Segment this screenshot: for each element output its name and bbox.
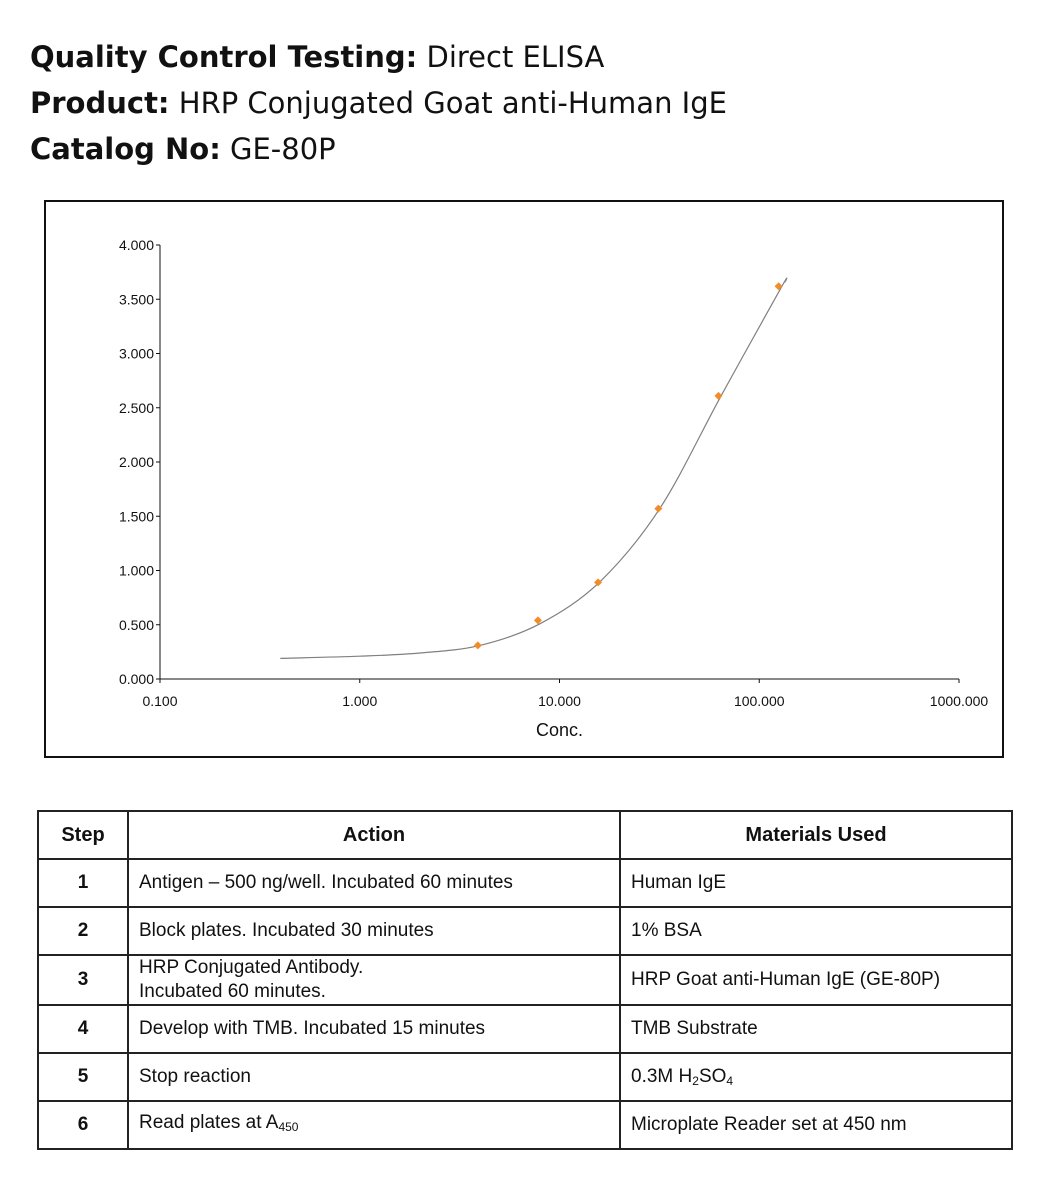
data-point	[594, 578, 603, 587]
catalog-line: Catalog No: GE-80P	[30, 126, 727, 172]
step-action: Antigen – 500 ng/well. Incubated 60 minu…	[127, 858, 621, 908]
procedure-table: Step Action Materials Used 1 Antigen – 5…	[37, 810, 1013, 1150]
step-number: 6	[37, 1100, 129, 1150]
action-subscript: 450	[278, 1120, 299, 1134]
step-action: HRP Conjugated Antibody. Incubated 60 mi…	[127, 954, 621, 1006]
y-tick-label: 3.500	[119, 291, 154, 307]
step-number: 3	[37, 954, 129, 1006]
table-header-row: Step Action Materials Used	[37, 810, 1013, 860]
material-text: 0.3M H	[631, 1066, 693, 1087]
report-header: Quality Control Testing: Direct ELISA Pr…	[30, 34, 727, 172]
x-axis-title: Conc.	[536, 720, 583, 740]
catalog-value: GE-80P	[230, 132, 336, 166]
step-material: HRP Goat anti-Human IgE (GE-80P)	[619, 954, 1013, 1006]
y-tick-label: 1.000	[119, 563, 154, 579]
step-material: Microplate Reader set at 450 nm	[619, 1100, 1013, 1150]
step-action: Stop reaction	[127, 1052, 621, 1102]
catalog-label: Catalog No:	[30, 132, 221, 166]
step-action-line-2: Incubated 60 minutes.	[139, 981, 326, 1002]
y-tick-label: 4.000	[119, 237, 154, 253]
test-type-line: Quality Control Testing: Direct ELISA	[30, 34, 727, 80]
step-material: Human IgE	[619, 858, 1013, 908]
action-text: Read plates at A	[139, 1112, 279, 1133]
data-point	[654, 504, 663, 513]
y-tick-label: 0.500	[119, 617, 154, 633]
x-tick-label: 100.000	[734, 693, 785, 709]
elisa-curve-chart: 0.000 0.500 1.000 1.500 2.000 2.500 3.000 3.500…	[119, 237, 989, 740]
table-row: 2 Block plates. Incubated 30 minutes 1% …	[37, 906, 1013, 956]
col-header-action: Action	[127, 810, 621, 860]
x-tick-label: 0.100	[142, 693, 177, 709]
table-row: 1 Antigen – 500 ng/well. Incubated 60 mi…	[37, 858, 1013, 908]
step-material: 0.3M H2SO4	[619, 1052, 1013, 1102]
data-point	[774, 282, 783, 291]
y-tick-label: 3.000	[119, 346, 154, 362]
step-action: Develop with TMB. Incubated 15 minutes	[127, 1004, 621, 1054]
step-number: 1	[37, 858, 129, 908]
y-tick-label: 2.500	[119, 400, 154, 416]
test-type-label: Quality Control Testing:	[30, 40, 418, 74]
col-header-step: Step	[37, 810, 129, 860]
step-material: 1% BSA	[619, 906, 1013, 956]
material-text-mid: SO	[698, 1066, 727, 1087]
y-tick-label: 0.000	[119, 671, 154, 687]
chart-frame: 0.000 0.500 1.000 1.500 2.000 2.500 3.000 3.500…	[44, 200, 1004, 758]
material-subscript: 4	[726, 1074, 734, 1088]
material-subscript: 2	[692, 1074, 699, 1088]
data-point	[473, 641, 482, 650]
data-point	[714, 391, 723, 400]
data-point	[533, 616, 542, 625]
table-row: 6 Read plates at A450 Microplate Reader …	[37, 1100, 1013, 1150]
x-tick-label: 10.000	[538, 693, 581, 709]
x-tick-label: 1.000	[342, 693, 377, 709]
y-tick-label: 1.500	[119, 508, 154, 524]
step-action: Read plates at A450	[127, 1100, 621, 1150]
test-type-value: Direct ELISA	[426, 40, 605, 74]
col-header-materials: Materials Used	[619, 810, 1013, 860]
fit-curve-line	[280, 277, 788, 659]
step-number: 2	[37, 906, 129, 956]
x-tick-label: 1000.000	[930, 693, 989, 709]
product-label: Product:	[30, 86, 170, 120]
product-value: HRP Conjugated Goat anti-Human IgE	[178, 86, 727, 120]
table-row: 3 HRP Conjugated Antibody. Incubated 60 …	[37, 954, 1013, 1006]
step-number: 5	[37, 1052, 129, 1102]
step-action-line-1: HRP Conjugated Antibody.	[139, 957, 364, 978]
table-row: 4 Develop with TMB. Incubated 15 minutes…	[37, 1004, 1013, 1054]
y-tick-label: 2.000	[119, 454, 154, 470]
step-material: TMB Substrate	[619, 1004, 1013, 1054]
step-action: Block plates. Incubated 30 minutes	[127, 906, 621, 956]
table-row: 5 Stop reaction 0.3M H2SO4	[37, 1052, 1013, 1102]
product-line: Product: HRP Conjugated Goat anti-Human …	[30, 80, 727, 126]
step-number: 4	[37, 1004, 129, 1054]
